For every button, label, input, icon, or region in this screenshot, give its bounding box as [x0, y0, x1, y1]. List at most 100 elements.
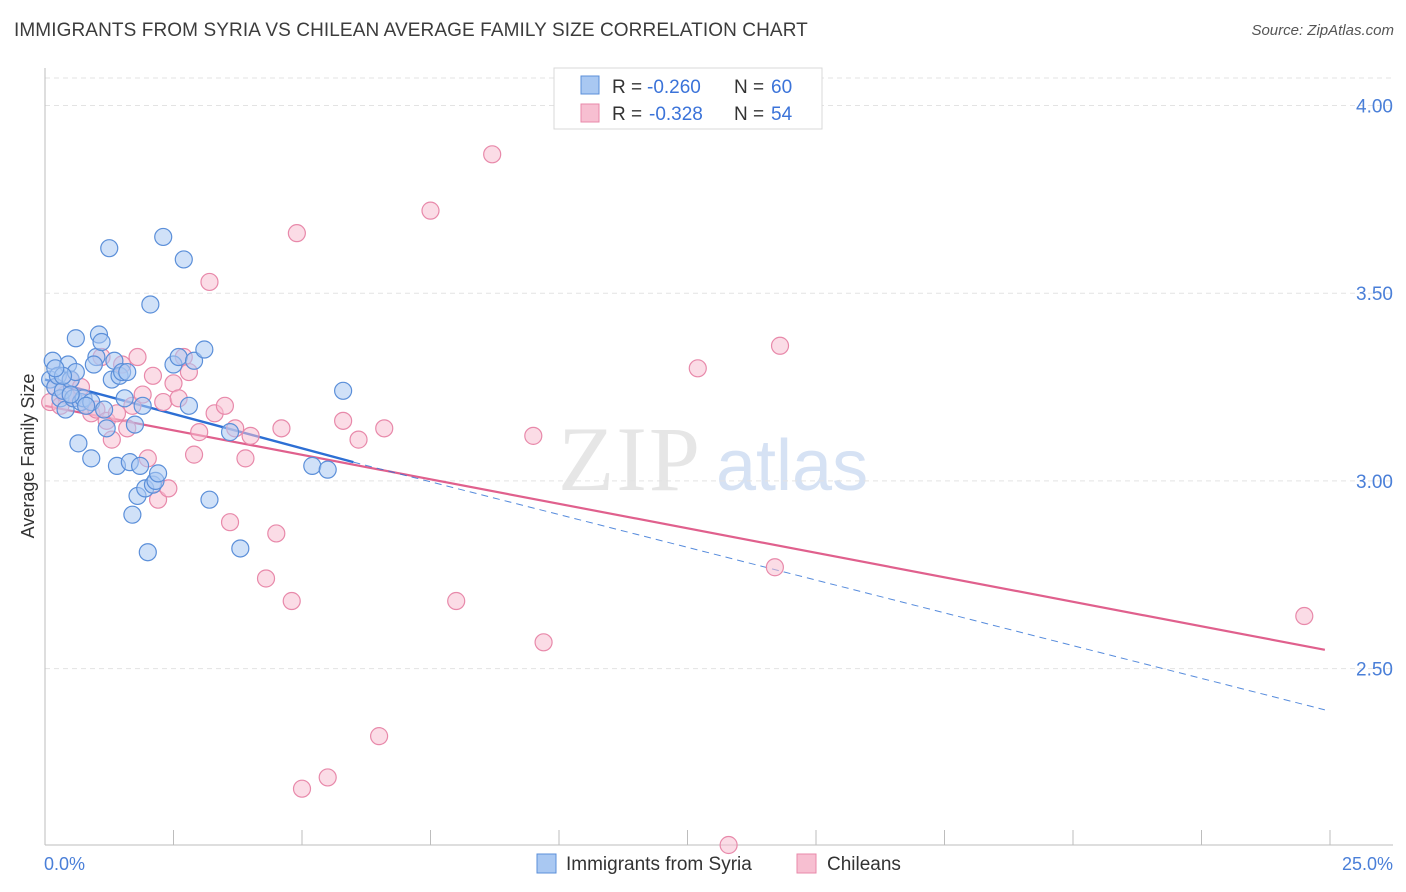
- grid-lines: [45, 77, 1393, 670]
- x-tick-label-min: 0.0%: [44, 854, 85, 874]
- chileans-point: [267, 524, 286, 543]
- syria-point: [69, 434, 88, 453]
- syria-point: [92, 332, 111, 352]
- syria-point: [169, 347, 188, 367]
- watermark-zip: ZIP: [558, 408, 702, 510]
- chileans-point: [143, 366, 163, 385]
- chileans-point: [534, 633, 553, 652]
- syria-point: [195, 340, 214, 359]
- chileans-point: [241, 426, 260, 445]
- chileans-point: [334, 411, 353, 430]
- y-tick-label: 3.00: [1356, 472, 1393, 493]
- chileans-point: [688, 359, 707, 378]
- chileans-point: [128, 347, 147, 367]
- syria-point: [61, 385, 80, 404]
- chileans-point: [370, 727, 389, 746]
- stats-n-value-syria: 60: [771, 77, 792, 98]
- chileans-point: [483, 145, 502, 164]
- syria-point: [118, 362, 137, 382]
- chileans-point: [220, 513, 240, 532]
- syria-point: [141, 295, 160, 314]
- syria-trend-line: [44, 378, 354, 464]
- legend-swatch-syria[interactable]: [536, 853, 557, 874]
- stats-n-label-syria: N =: [734, 77, 764, 98]
- chileans-point: [200, 272, 219, 292]
- syria-point: [133, 396, 152, 415]
- syria-point: [84, 355, 103, 374]
- chileans-point: [190, 423, 209, 442]
- syria-point: [130, 456, 150, 475]
- y-tick-label: 2.50: [1356, 660, 1393, 681]
- legend-swatch-chileans[interactable]: [796, 853, 817, 874]
- chileans-point: [719, 835, 738, 855]
- stats-n-label-chileans: N =: [734, 104, 764, 125]
- syria-point: [100, 239, 119, 258]
- legend-label-syria[interactable]: Immigrants from Syria: [566, 854, 752, 875]
- chileans-point: [164, 374, 183, 393]
- chileans-point: [375, 419, 394, 438]
- syria-point: [184, 351, 204, 370]
- stats-n-value-chileans: 54: [771, 104, 793, 125]
- chileans-point: [1295, 606, 1314, 626]
- trend-lines: [44, 378, 1326, 711]
- syria-point: [77, 396, 96, 415]
- stats-r-label-chileans: R =: [612, 104, 642, 125]
- legend: Immigrants from Syria Chileans: [536, 853, 901, 875]
- stats-r-label-syria: R =: [612, 77, 642, 98]
- chileans-point: [349, 430, 368, 449]
- chileans-point: [765, 558, 784, 577]
- syria-point: [200, 490, 219, 509]
- syria-point: [115, 389, 134, 408]
- chileans-point: [272, 419, 291, 438]
- syria-point: [231, 539, 250, 558]
- chileans-point: [287, 224, 306, 243]
- stats-r-value-chileans: -0.328: [649, 104, 703, 125]
- syria-point: [66, 329, 85, 348]
- chileans-trend-line: [44, 404, 1326, 651]
- x-ticks: [44, 830, 1331, 845]
- watermark-atlas: atlas: [716, 426, 868, 506]
- chileans-point: [318, 768, 337, 787]
- syria-point: [148, 464, 168, 483]
- syria-point: [138, 543, 157, 562]
- syria-point: [303, 456, 322, 475]
- stats-swatch-chileans: [580, 103, 600, 123]
- syria-point: [154, 227, 173, 247]
- chileans-point: [524, 426, 543, 445]
- syria-point: [123, 505, 142, 524]
- chileans-point: [447, 591, 466, 611]
- syria-point: [97, 419, 116, 438]
- chileans-point: [184, 445, 204, 464]
- chileans-point: [770, 336, 790, 355]
- chileans-point: [292, 779, 312, 798]
- source-label: Source: ZipAtlas.com: [1251, 22, 1394, 39]
- axes: [44, 68, 1393, 846]
- y-tick-label: 3.50: [1356, 284, 1393, 305]
- x-tick-label-max: 25.0%: [1342, 854, 1393, 874]
- chileans-point: [154, 392, 173, 412]
- y-axis-title: Average Family Size: [18, 374, 38, 539]
- y-tick-labels: 2.50 3.00 3.50 4.00: [1356, 97, 1393, 681]
- stats-swatch-syria: [580, 75, 600, 95]
- chart-title: IMMIGRANTS FROM SYRIA VS CHILEAN AVERAGE…: [14, 20, 808, 41]
- syria-point: [179, 396, 199, 415]
- stats-box: R = -0.260 N = 60 R = -0.328 N = 54: [553, 67, 823, 130]
- syria-point: [174, 250, 193, 269]
- syria-point: [95, 400, 114, 419]
- syria-point: [46, 359, 65, 378]
- syria-points: [41, 227, 353, 562]
- chileans-point: [282, 591, 301, 611]
- chileans-point: [421, 201, 440, 220]
- syria-point: [82, 449, 101, 468]
- syria-point: [125, 415, 145, 434]
- stats-r-value-syria: -0.260: [647, 77, 701, 98]
- chileans-point: [215, 396, 234, 415]
- syria-point: [334, 381, 353, 400]
- y-tick-label: 4.00: [1356, 97, 1393, 118]
- legend-label-chileans[interactable]: Chileans: [827, 854, 901, 875]
- syria-point: [318, 460, 337, 479]
- chileans-point: [236, 449, 255, 468]
- chileans-point: [256, 569, 276, 588]
- syria-point: [220, 423, 240, 442]
